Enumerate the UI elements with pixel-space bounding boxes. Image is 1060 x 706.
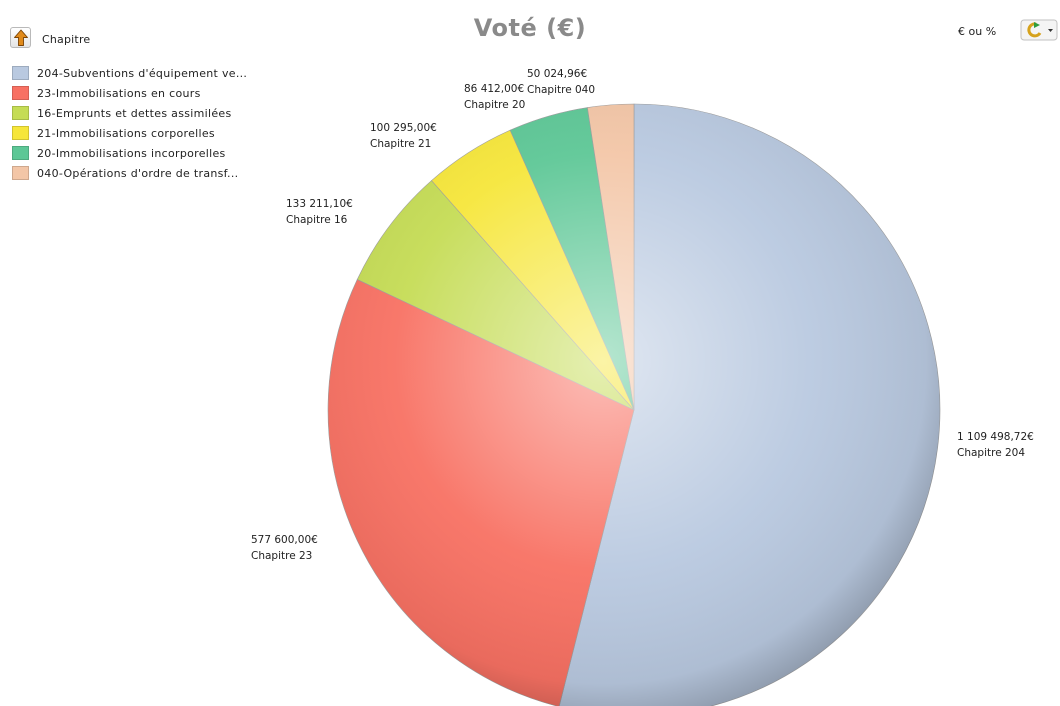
legend-label: 23-Immobilisations en cours [37,86,201,100]
legend-swatch [12,86,29,100]
slice-category-label: Chapitre 204 [957,447,1026,459]
legend-swatch [12,66,29,80]
up-level-button[interactable] [10,27,31,48]
refresh-icon [1020,19,1058,41]
legend-swatch [12,166,29,180]
legend-label: 040-Opérations d'ordre de transf... [37,166,239,180]
unit-toggle[interactable]: € ou % [958,25,997,38]
slice-data-label: 133 211,10€ Chapitre 16 [286,196,353,228]
legend-label: 21-Immobilisations corporelles [37,126,215,140]
slice-data-label: 100 295,00€ Chapitre 21 [370,120,437,152]
slice-category-label: Chapitre 16 [286,214,348,226]
slice-value-label: 577 600,00€ [251,534,318,546]
slice-category-label: Chapitre 20 [464,99,526,111]
slice-data-label: 86 412,00€ Chapitre 20 [464,81,525,113]
slice-category-label: Chapitre 23 [251,550,313,562]
slice-data-label: 50 024,96€ Chapitre 040 [527,66,595,98]
legend-item[interactable]: 20-Immobilisations incorporelles [12,143,247,163]
legend-item[interactable]: 16-Emprunts et dettes assimilées [12,103,247,123]
legend-label: 16-Emprunts et dettes assimilées [37,106,232,120]
slice-value-label: 133 211,10€ [286,198,353,210]
slice-value-label: 86 412,00€ [464,83,525,95]
legend-label: 20-Immobilisations incorporelles [37,146,226,160]
chart-title: Voté (€) [473,14,587,42]
slice-value-label: 1 109 498,72€ [957,431,1034,443]
slice-value-label: 50 024,96€ [527,68,588,80]
legend: 204-Subventions d'équipement ve... 23-Imm… [12,63,247,183]
legend-item[interactable]: 23-Immobilisations en cours [12,83,247,103]
slice-category-label: Chapitre 21 [370,138,432,150]
legend-label: 204-Subventions d'équipement ve... [37,66,248,80]
legend-item[interactable]: 204-Subventions d'équipement ve... [12,63,247,83]
up-arrow-icon [14,29,28,46]
legend-item[interactable]: 040-Opérations d'ordre de transf... [12,163,247,183]
legend-item[interactable]: 21-Immobilisations corporelles [12,123,247,143]
legend-swatch [12,126,29,140]
legend-swatch [12,146,29,160]
slice-category-label: Chapitre 040 [527,84,596,96]
breadcrumb: Chapitre [42,33,91,46]
slice-value-label: 100 295,00€ [370,122,437,134]
slice-data-label: 577 600,00€ Chapitre 23 [251,532,318,564]
slice-data-label: 1 109 498,72€ Chapitre 204 [957,429,1034,461]
refresh-button[interactable] [1020,19,1058,41]
legend-swatch [12,106,29,120]
